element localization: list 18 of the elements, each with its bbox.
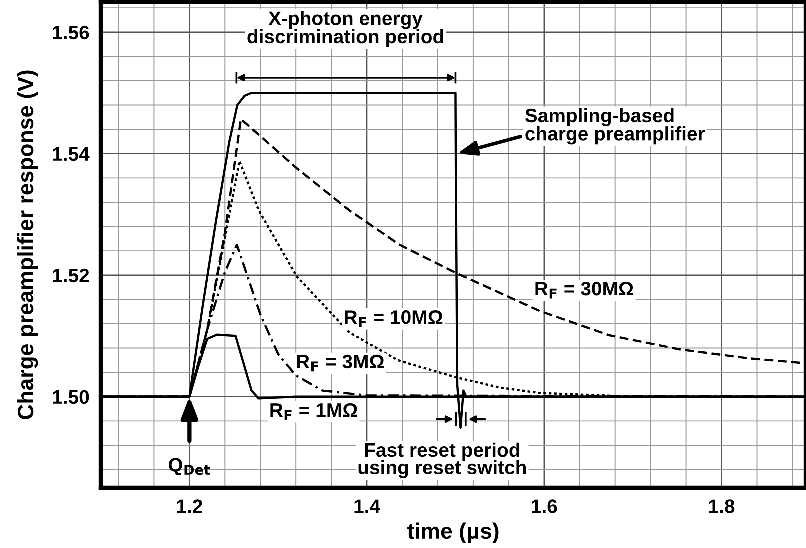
x-tick-label: 1.4	[354, 500, 380, 514]
x-tick-label: 1.2	[177, 500, 202, 514]
series-label: R$_{F}$ = 1MΩ	[270, 403, 358, 420]
series-label: R$_{F}$ = 30MΩ	[536, 282, 634, 299]
x-tick-label: 1.8	[709, 500, 735, 514]
series-label: R$_{F}$ = 10MΩ	[345, 310, 443, 328]
y-tick-label: 1.50	[53, 390, 90, 404]
x-tick-label: 1.6	[532, 500, 558, 514]
annotation: Sampling-based charge preamplifier	[525, 108, 706, 145]
y-axis-title: Charge preamplifier response (V)	[17, 70, 38, 420]
y-tick-label: 1.52	[53, 268, 90, 283]
annotation: Fast reset period using reset switch	[358, 442, 526, 478]
annotation: X-photon energy discrimination period	[248, 11, 444, 48]
x-axis-title: time (μs)	[407, 522, 499, 544]
series-label: R$_{F}$ = 3MΩ	[297, 354, 384, 372]
annotation: Q$_{Det}$	[168, 458, 210, 476]
y-tick-label: 1.56	[53, 26, 90, 40]
y-tick-label: 1.54	[53, 148, 90, 162]
